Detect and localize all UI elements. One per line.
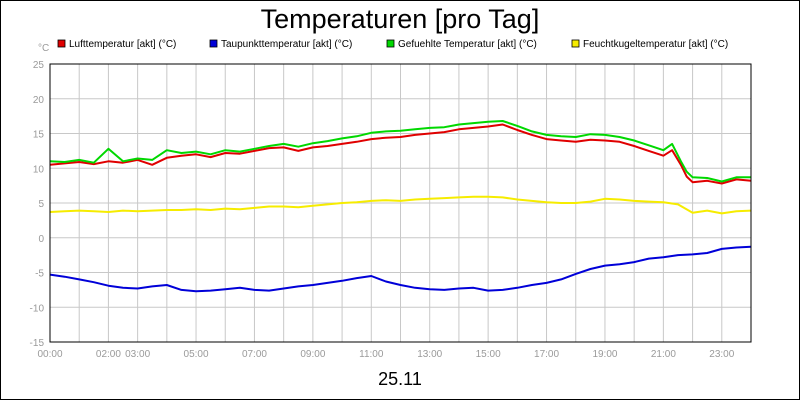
plot-border (49, 63, 752, 343)
grid (50, 63, 751, 343)
legend-swatch (571, 39, 580, 48)
legend-swatch (386, 39, 395, 48)
x-tick-label: 02:00 (96, 349, 121, 360)
y-tick-label: -15 (30, 338, 45, 349)
x-tick-label: 00:00 (37, 349, 62, 360)
legend-label: Feuchtkugeltemperatur [akt] (°C) (583, 39, 728, 50)
x-tick-label: 23:00 (709, 349, 734, 360)
x-tick-label: 11:00 (359, 349, 384, 360)
legend-label: Lufttemperatur [akt] (°C) (69, 39, 176, 50)
y-tick-label: 0 (38, 234, 44, 245)
x-tick-label: 19:00 (592, 349, 617, 360)
y-tick-label: 5 (38, 199, 44, 210)
y-tick-label: 15 (33, 130, 45, 141)
legend-item: Gefuehlte Temperatur [akt] (°C) (386, 39, 537, 50)
y-tick-label: 10 (33, 164, 45, 175)
y-axis-unit: °C (38, 43, 49, 54)
series-line-2 (49, 120, 751, 183)
legend-item: Lufttemperatur [akt] (°C) (57, 39, 176, 50)
legend-item: Feuchtkugeltemperatur [akt] (°C) (571, 39, 728, 50)
legend-item: Taupunkttemperatur [akt] (°C) (209, 39, 352, 50)
x-tick-label: 15:00 (476, 349, 501, 360)
series-line-1 (49, 245, 752, 293)
x-tick-label: 03:00 (125, 349, 150, 360)
y-tick-label: -5 (35, 269, 44, 280)
x-tick-label: 17:00 (534, 349, 559, 360)
series-line-0 (49, 123, 752, 185)
x-tick-label: 07:00 (242, 349, 267, 360)
y-tick-label: 20 (33, 95, 45, 106)
x-tick-label: 09:00 (300, 349, 325, 360)
series-line-3 (49, 195, 752, 215)
series-group (49, 120, 752, 293)
x-axis-label: 25.11 (378, 369, 422, 389)
x-tick-label: 21:00 (651, 349, 676, 360)
x-tick-label: 05:00 (184, 349, 209, 360)
chart-title: Temperaturen [pro Tag] (261, 4, 540, 34)
legend-label: Taupunkttemperatur [akt] (°C) (221, 39, 352, 50)
x-tick-label: 13:00 (417, 349, 442, 360)
legend-label: Gefuehlte Temperatur [akt] (°C) (398, 39, 537, 50)
legend: Lufttemperatur [akt] (°C) Taupunkttempera… (57, 39, 728, 50)
y-tick-label: 25 (33, 60, 45, 71)
legend-swatch (57, 39, 66, 48)
legend-swatch (209, 39, 218, 48)
y-tick-label: -10 (30, 303, 45, 314)
